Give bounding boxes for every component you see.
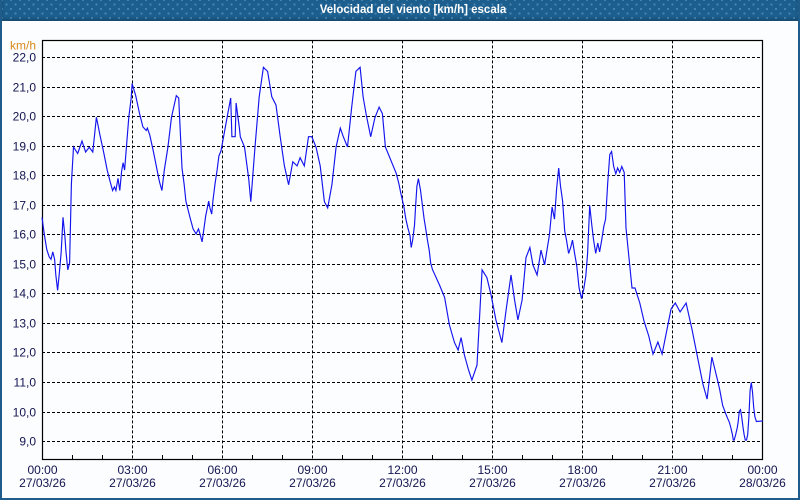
svg-text:28/03/26: 28/03/26 [739,476,786,490]
svg-text:13,0: 13,0 [13,317,37,331]
svg-text:18:00: 18:00 [567,463,597,477]
svg-text:22,0: 22,0 [13,51,37,65]
svg-text:18,0: 18,0 [13,169,37,183]
svg-text:19,0: 19,0 [13,140,37,154]
svg-text:03:00: 03:00 [117,463,147,477]
svg-text:27/03/26: 27/03/26 [649,476,696,490]
svg-text:27/03/26: 27/03/26 [199,476,246,490]
svg-text:12:00: 12:00 [387,463,417,477]
svg-text:10,0: 10,0 [13,406,37,420]
svg-text:21:00: 21:00 [657,463,687,477]
svg-text:17,0: 17,0 [13,199,37,213]
svg-text:16,0: 16,0 [13,228,37,242]
svg-text:06:00: 06:00 [207,463,237,477]
svg-text:27/03/26: 27/03/26 [289,476,336,490]
svg-text:12,0: 12,0 [13,346,37,360]
svg-text:14,0: 14,0 [13,287,37,301]
svg-text:11,0: 11,0 [14,376,37,390]
svg-text:27/03/26: 27/03/26 [469,476,516,490]
svg-text:9,0: 9,0 [19,435,36,449]
svg-text:27/03/26: 27/03/26 [109,476,156,490]
svg-text:09:00: 09:00 [297,463,327,477]
svg-text:km/h: km/h [10,39,36,53]
svg-text:27/03/26: 27/03/26 [379,476,426,490]
svg-text:20,0: 20,0 [13,110,37,124]
svg-text:15:00: 15:00 [477,463,507,477]
svg-text:21,0: 21,0 [13,81,37,95]
svg-text:00:00: 00:00 [747,463,777,477]
svg-text:27/03/26: 27/03/26 [559,476,606,490]
svg-text:27/03/26: 27/03/26 [19,476,66,490]
svg-text:15,0: 15,0 [13,258,37,272]
svg-text:00:00: 00:00 [27,463,57,477]
